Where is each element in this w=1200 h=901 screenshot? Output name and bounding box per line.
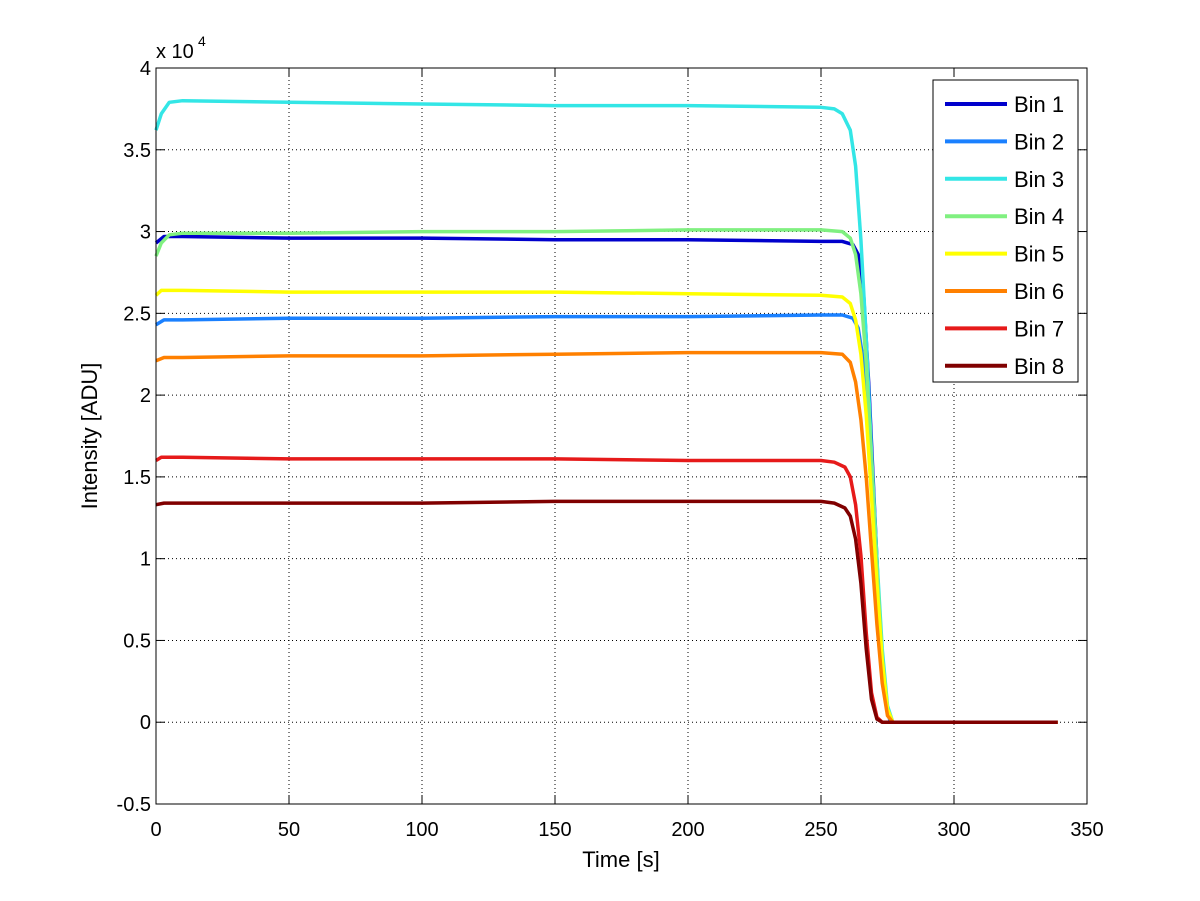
x-tick-label: 250 (804, 819, 837, 841)
y-tick-label: 3.5 (123, 140, 151, 162)
legend-label: Bin 7 (1014, 316, 1064, 341)
series-line-bin-8 (155, 499, 1058, 724)
plot-background (156, 68, 1087, 804)
legend: Bin 1 Bin 2 Bin 3 Bin 4 Bin 5 Bin 6 Bin 7 Bin 8 (932, 79, 1079, 383)
y-tick-label: 0.5 (123, 630, 151, 652)
x-tick-label: 300 (937, 819, 970, 841)
y-tick-label: 2 (140, 385, 151, 407)
series-line-bin-6 (155, 350, 1058, 724)
series-lines (154, 98, 1058, 724)
legend-label: Bin 1 (1014, 92, 1064, 117)
y-tick-label: 2.5 (123, 303, 151, 325)
legend-box (932, 79, 1079, 383)
y-tick-label: 3 (140, 222, 151, 244)
x-tick-label: 200 (671, 819, 704, 841)
x-tick-label: 150 (538, 819, 571, 841)
y-tick-label: 4 (140, 58, 151, 80)
legend-label: Bin 6 (1014, 279, 1064, 304)
x-tick-label: 100 (405, 819, 438, 841)
x-tick-label: 0 (150, 819, 161, 841)
x-tick-label: 50 (278, 819, 300, 841)
y-multiplier-exponent: 4 (198, 33, 206, 49)
y-tick-label: 0 (140, 712, 151, 734)
y-multiplier-label: x 10 (156, 41, 194, 63)
legend-label: Bin 4 (1014, 204, 1064, 229)
y-tick-label: 1 (140, 549, 151, 571)
axis-ticks: 0 50 100 150 200 250 300 350 -0.5 0 0.5 1 1.5 2 2.5 3 3.… (117, 58, 1104, 841)
legend-label: Bin 8 (1014, 354, 1064, 379)
plot-frame (155, 67, 1088, 805)
legend-label: Bin 3 (1014, 167, 1064, 192)
y-tick-label: 1.5 (123, 467, 151, 489)
legend-label: Bin 2 (1014, 129, 1064, 154)
x-tick-label: 350 (1070, 819, 1103, 841)
y-tick-label: -0.5 (117, 794, 151, 816)
y-axis-label: Intensity [ADU] (77, 363, 102, 510)
legend-label: Bin 5 (1014, 242, 1064, 267)
x-axis-label: Time [s] (582, 847, 659, 872)
